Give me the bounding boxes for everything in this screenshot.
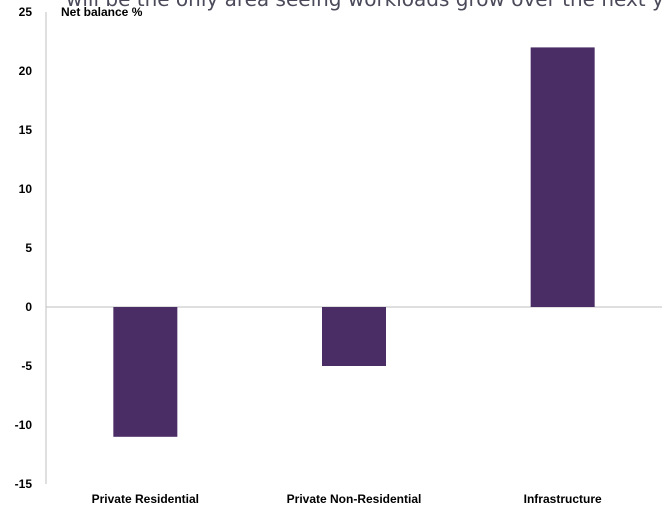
y-axis-label: Net balance % <box>61 5 143 19</box>
bar <box>322 307 386 366</box>
y-tick-label: 25 <box>19 5 33 19</box>
bar <box>530 47 595 308</box>
x-category-label: Private Non-Residential <box>287 492 422 506</box>
x-category-label: Private Residential <box>92 492 199 506</box>
y-tick-label: -5 <box>21 359 32 373</box>
x-axis: Private Residential Private Non-Residenti… <box>92 492 602 506</box>
x-category-label: Infrastructure <box>524 492 602 506</box>
chart-title: will be the only area seeing workloads g… <box>66 0 662 11</box>
y-tick-label: -10 <box>15 418 33 432</box>
bars <box>113 47 595 437</box>
y-tick-label: 0 <box>25 300 32 314</box>
y-tick-label: 5 <box>25 241 32 255</box>
y-tick-label: 20 <box>19 64 33 78</box>
y-tick-label: 10 <box>19 182 33 196</box>
bar <box>113 307 178 437</box>
y-tick-label: -15 <box>15 477 33 491</box>
chart-title-crop: will be the only area seeing workloads g… <box>0 0 662 14</box>
y-tick-label: 15 <box>19 123 33 137</box>
